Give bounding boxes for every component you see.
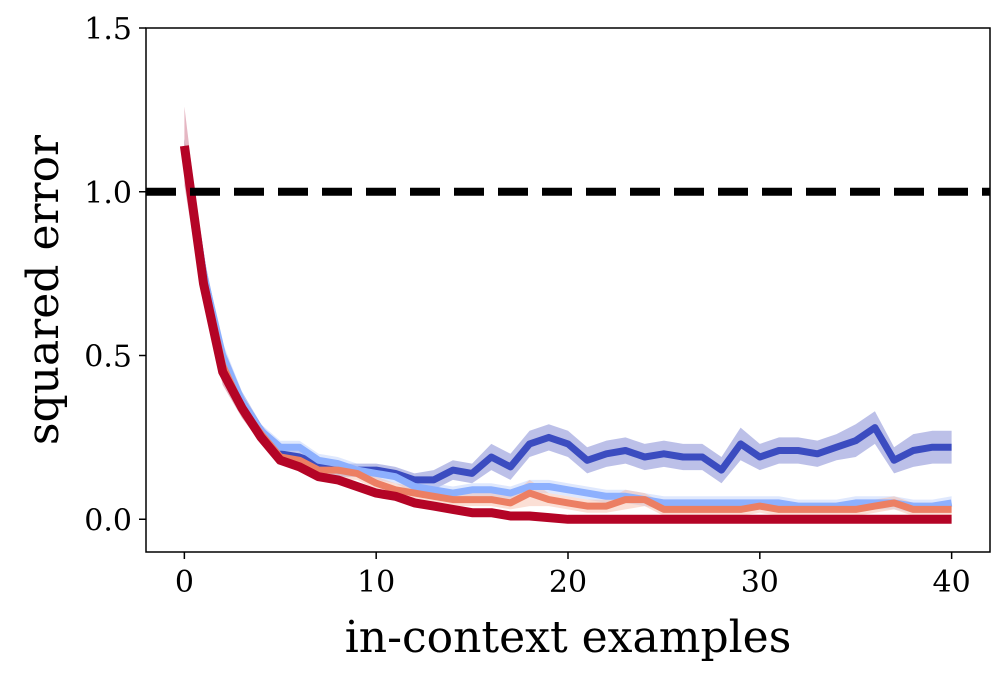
series-4-line <box>179 145 952 524</box>
y-tick-label: 0.0 <box>84 503 132 538</box>
x-tick-label: 30 <box>741 565 779 600</box>
y-tick-label: 1.5 <box>84 12 132 47</box>
y-axis-label: squared error <box>18 134 69 445</box>
x-tick-label: 0 <box>175 565 194 600</box>
x-tick-label: 20 <box>549 565 587 600</box>
series-lines <box>179 145 953 524</box>
series-1-line <box>180 148 952 484</box>
y-tick-label: 0.5 <box>84 340 132 375</box>
x-tick-label: 10 <box>357 565 395 600</box>
series-3-line <box>180 148 952 513</box>
x-tick-label: 40 <box>933 565 971 600</box>
y-tick-label: 1.0 <box>84 176 132 211</box>
axis-ticks: 0 10 20 30 40 0.0 0.5 1.0 1.5 <box>84 12 970 600</box>
x-axis-label: in-context examples <box>345 612 792 663</box>
